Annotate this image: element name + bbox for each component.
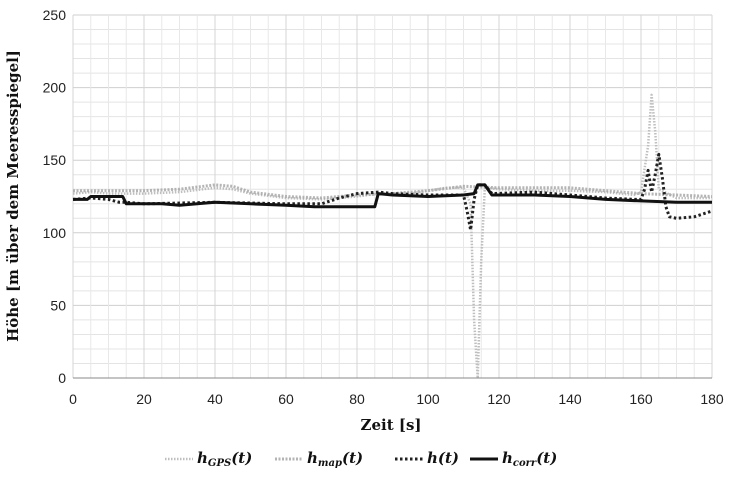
series-line-corr — [73, 183, 712, 209]
x-tick-label: 140 — [558, 391, 582, 407]
legend-entry-label: hmap(t) — [307, 449, 363, 469]
legend-entry-label: hcorr(t) — [502, 449, 557, 469]
grid — [72, 14, 713, 379]
series-lines — [72, 93, 713, 380]
y-tick-label: 50 — [50, 297, 66, 313]
series-line-map — [73, 183, 713, 200]
x-tick-label: 180 — [700, 391, 724, 407]
x-tick-label: 160 — [629, 391, 653, 407]
x-tick-label: 40 — [207, 391, 223, 407]
y-axis-label: Höhe [m über dem Meeresspiegel] — [4, 50, 22, 342]
x-tick-label: 60 — [278, 391, 294, 407]
x-tick-label: 20 — [136, 391, 152, 407]
x-tick-label: 0 — [69, 391, 77, 407]
y-tick-label: 150 — [43, 152, 67, 168]
legend-entry-label: h(t) — [427, 449, 459, 467]
axis-ticks: 0 50 100 150 200 250 0 20 40 60 80 100 120 140 160 180 — [43, 7, 724, 407]
x-tick-label: 100 — [416, 391, 440, 407]
series-line-h — [72, 152, 713, 232]
legend-entry-label: hGPS(t) — [197, 449, 252, 469]
x-tick-label: 80 — [349, 391, 365, 407]
x-tick-label: 120 — [487, 391, 511, 407]
y-tick-label: 200 — [43, 80, 67, 96]
y-tick-label: 0 — [58, 370, 66, 386]
x-axis-label: Zeit [s] — [361, 416, 422, 434]
series-line-gps — [72, 93, 712, 380]
y-tick-label: 100 — [43, 225, 67, 241]
legend: hGPS(t) hmap(t) h(t) hcorr(t) — [165, 449, 557, 469]
y-tick-label: 250 — [43, 7, 67, 23]
